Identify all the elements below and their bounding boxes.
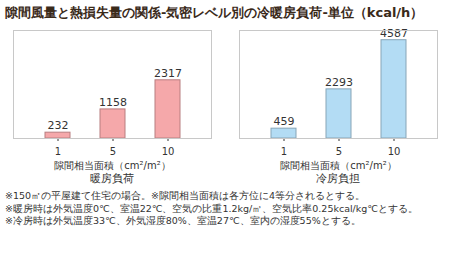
svg-text:5: 5 [110, 146, 116, 157]
html-text:※冷房時は外気温度33℃、外気湿度80%、室温27℃、室内の: ※冷房時は外気温度33℃、外気湿度80%、室温27℃、室内の湿度55%とする。 [5, 215, 361, 226]
html-text:隙間風量と熱損失量の関係-気密レベル別の冷暖房負荷-単位（k: 隙間風量と熱損失量の関係-気密レベル別の冷暖房負荷-単位（kcal/h） [5, 5, 424, 20]
html-text:※150㎡の平屋建て住宅の場合。※隙間相当面積は各方位に4等: ※150㎡の平屋建て住宅の場合。※隙間相当面積は各方位に4等分されるとする。 [5, 190, 366, 201]
html-text:暖房負荷: 暖房負荷 [90, 172, 134, 185]
svg-text:10: 10 [388, 146, 401, 157]
svg-text:2317: 2317 [154, 67, 182, 80]
svg-text:10: 10 [162, 146, 175, 157]
svg-text:232: 232 [48, 119, 69, 132]
svg-text:5: 5 [336, 146, 342, 157]
svg-text:1: 1 [281, 146, 287, 157]
html-text:冷房負担: 冷房負担 [316, 172, 360, 185]
svg-text:459: 459 [274, 115, 295, 128]
svg-text:4587: 4587 [380, 27, 408, 40]
svg-text:1158: 1158 [99, 96, 127, 109]
svg-text:1: 1 [55, 146, 61, 157]
svg-text:隙間相当面積（cm²/m²）: 隙間相当面積（cm²/m²） [280, 160, 396, 171]
svg-text:2293: 2293 [325, 76, 353, 89]
html-text:※暖房時は外気温度0℃、室温22℃、空気の比重1.2kg/㎥: ※暖房時は外気温度0℃、室温22℃、空気の比重1.2kg/㎥、空気比率0.25k… [5, 202, 418, 214]
svg-text:隙間相当面積（cm²/m²）: 隙間相当面積（cm²/m²） [54, 160, 170, 171]
